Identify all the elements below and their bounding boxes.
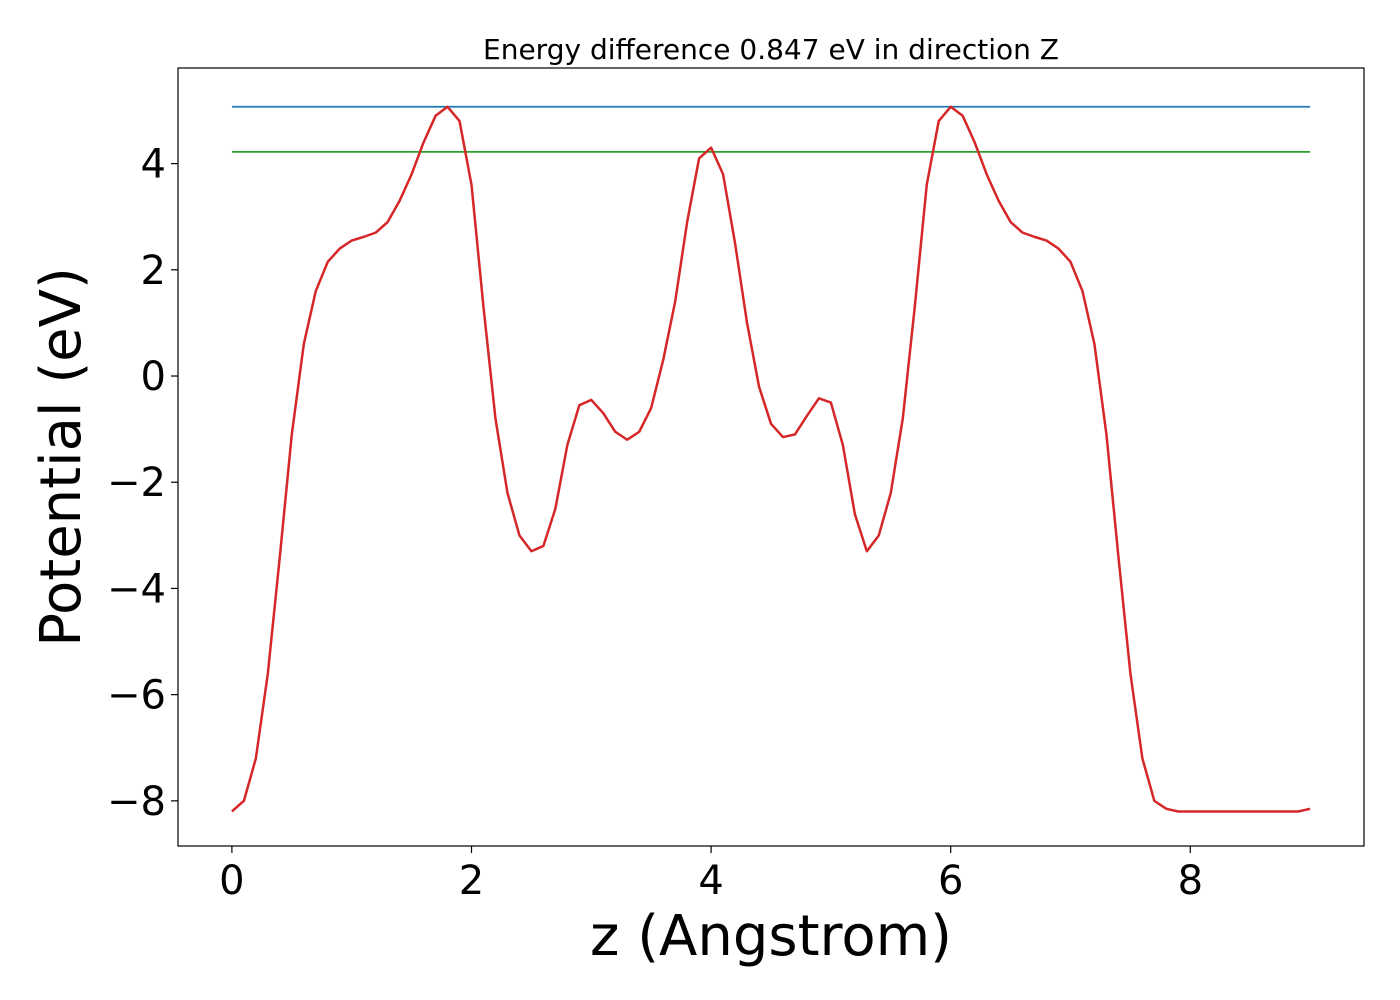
x-axis-label: z (Angstrom) (590, 904, 952, 969)
y-tick-label: −8 (107, 779, 166, 825)
series-line-potential (231, 105, 1311, 813)
y-tick-label: 2 (141, 248, 166, 294)
x-tick-label: 8 (1178, 858, 1203, 904)
x-tick-label: 0 (219, 858, 244, 904)
y-tick-label: −6 (107, 673, 166, 719)
plot-frame (177, 67, 1365, 847)
chart-title: Energy difference 0.847 eV in direction … (483, 33, 1059, 66)
x-tick-label: 4 (698, 858, 723, 904)
series-layer (231, 105, 1311, 813)
x-tick-label: 2 (459, 858, 484, 904)
x-tick-label: 6 (938, 858, 963, 904)
x-axis-ticks: 0 2 4 6 8 (219, 846, 1203, 904)
y-axis-label: Potential (eV) (29, 267, 94, 647)
y-tick-label: −4 (107, 566, 166, 612)
y-tick-label: −2 (107, 460, 166, 506)
y-axis-ticks: −8 −6 −4 −2 0 2 4 (107, 142, 178, 825)
y-tick-label: 0 (141, 354, 166, 400)
y-tick-label: 4 (141, 142, 166, 188)
